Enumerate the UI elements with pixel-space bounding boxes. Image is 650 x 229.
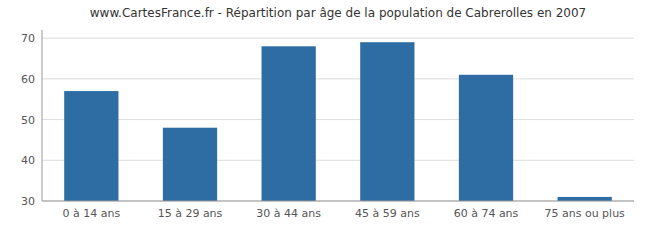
y-tick-label: 50 [21,114,35,127]
y-axis-line [42,30,43,201]
x-tick-label: 45 à 59 ans [355,207,420,220]
bar [163,128,217,201]
grid-line [42,119,634,120]
chart-container: www.CartesFrance.fr - Répartition par âg… [0,0,650,229]
bar [262,46,316,201]
page: {"chart_data": {"type": "bar", "title": … [0,0,650,229]
bar [459,75,513,201]
grid-line [42,160,634,161]
x-tick-label: 75 ans ou plus [544,207,625,220]
grid [42,38,634,201]
x-tick-label: 0 à 14 ans [62,207,120,220]
x-tick-label: 30 à 44 ans [256,207,321,220]
bars [64,42,612,201]
grid-line [42,38,634,39]
chart-svg: www.CartesFrance.fr - Répartition par âg… [0,0,650,229]
y-tick-label: 60 [21,73,35,86]
y-tick-label: 30 [21,195,35,208]
x-tick-label: 60 à 74 ans [454,207,519,220]
bar [360,42,414,201]
title: www.CartesFrance.fr - Répartition par âg… [90,6,586,20]
y-tick-label: 70 [21,32,35,45]
x-tick-label: 15 à 29 ans [158,207,223,220]
x-axis-line [42,201,634,202]
grid-line [42,78,634,79]
bar [64,91,118,201]
grid-line [42,201,634,202]
bar [558,197,612,201]
y-tick-label: 40 [21,154,35,167]
